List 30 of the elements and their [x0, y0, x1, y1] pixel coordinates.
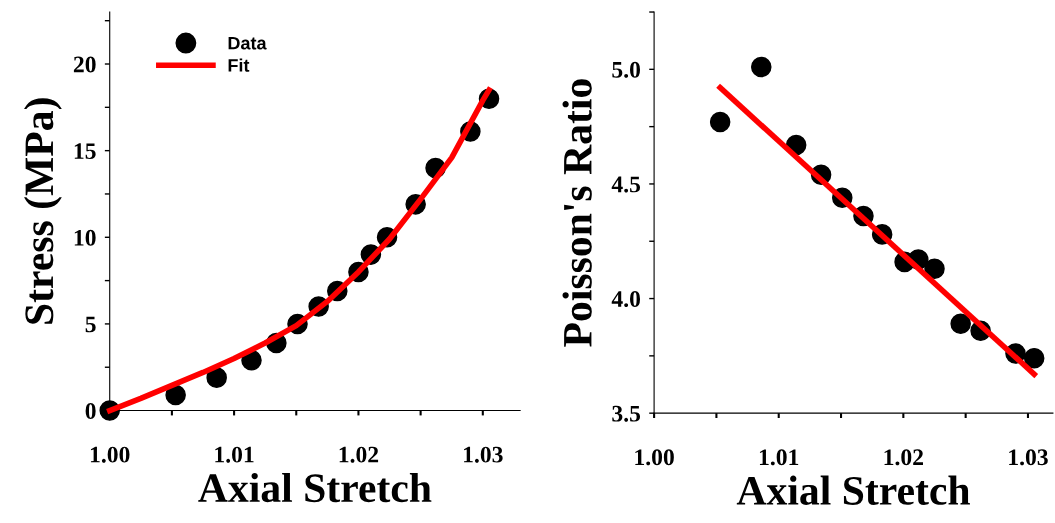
x-tick-label: 1.01 — [759, 449, 799, 466]
y-tick-label: 3.5 — [612, 405, 641, 422]
x-tick-label: 1.03 — [464, 446, 503, 463]
point — [165, 384, 186, 406]
point — [950, 313, 971, 335]
y-tick-label: 5 — [85, 316, 96, 333]
point — [751, 56, 772, 78]
y-tick-label: 4.5 — [611, 176, 641, 193]
point — [1023, 347, 1045, 369]
x-tick-label: 1.01 — [215, 446, 254, 463]
x-tick-label: 1.02 — [339, 446, 379, 463]
x-axis-title: Axial Stretch — [198, 472, 432, 503]
x-tick-label: 1.02 — [884, 449, 923, 466]
y-axis-title: Poisson's Ratio — [562, 79, 592, 347]
x-tick-label: 1.00 — [635, 449, 674, 466]
x-tick-label: 1.00 — [90, 446, 130, 463]
y-tick-label: 10 — [74, 229, 96, 246]
x-tick-label: 1.03 — [1009, 449, 1048, 466]
y-tick-label: 20 — [73, 56, 96, 73]
y-tick-label: 0 — [85, 403, 96, 419]
legend-label: Fit — [228, 58, 250, 72]
legend-label: Data — [228, 36, 267, 50]
y-tick-label: 15 — [74, 143, 96, 160]
y-tick-label: 4.0 — [611, 291, 641, 308]
point — [206, 367, 227, 388]
y-tick-label: 5.0 — [612, 61, 641, 78]
y-axis-title: Stress (MPa) — [24, 98, 62, 324]
x-axis-title: Axial Stretch — [736, 475, 970, 505]
point — [709, 111, 731, 133]
point — [924, 258, 945, 280]
